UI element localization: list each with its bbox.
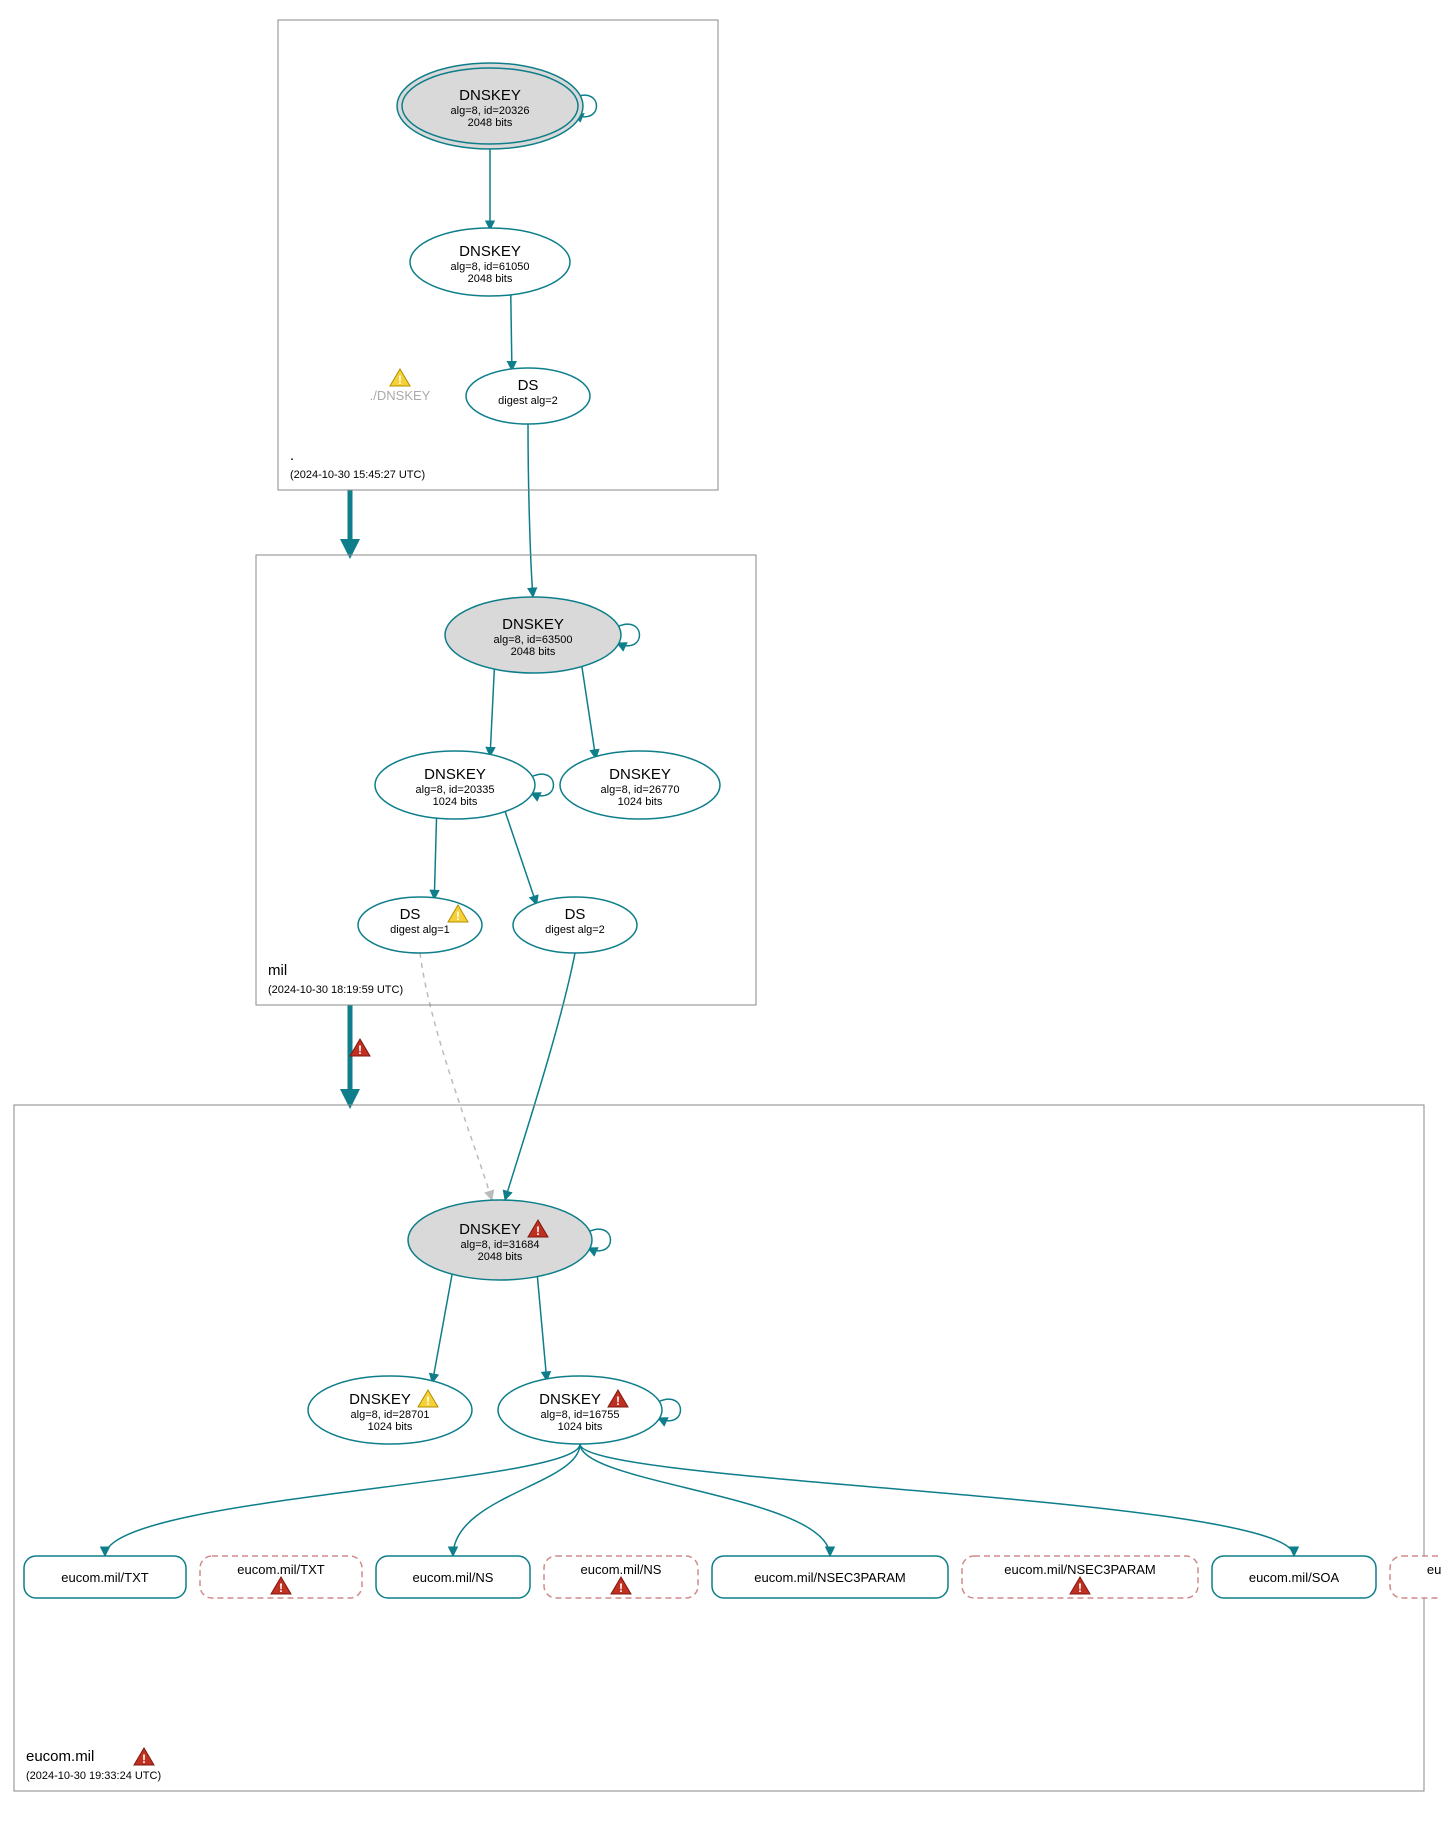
rrset-l3[interactable]: eucom.mil/NS (376, 1556, 530, 1598)
rrsig-edge (504, 810, 536, 905)
svg-text:alg=8, id=31684: alg=8, id=31684 (461, 1239, 540, 1251)
node-mil_zsk1[interactable]: DNSKEYalg=8, id=203351024 bits (375, 751, 554, 819)
svg-text:!: ! (456, 909, 460, 923)
node-mil_zsk2[interactable]: DNSKEYalg=8, id=267701024 bits (560, 751, 720, 819)
svg-text:alg=8, id=20326: alg=8, id=20326 (451, 105, 530, 117)
zone-eucom: eucom.mil (2024-10-30 19:33:24 UTC)! (14, 1105, 1424, 1791)
svg-text:1024 bits: 1024 bits (368, 1421, 413, 1433)
rrset-label: eucom.mil/SOA (1427, 1562, 1441, 1577)
svg-text:digest alg=2: digest alg=2 (498, 395, 558, 407)
rrsig-edge (511, 293, 512, 370)
svg-text:2048 bits: 2048 bits (511, 646, 556, 658)
edge (528, 424, 533, 597)
rrset-label: eucom.mil/NS (581, 1562, 662, 1577)
rrset-label: eucom.mil/NSEC3PARAM (754, 1570, 905, 1585)
svg-text:alg=8, id=28701: alg=8, id=28701 (351, 1409, 430, 1421)
unresolved-dnskey-label: !./DNSKEY (370, 369, 431, 403)
rrsig-edge (490, 667, 494, 756)
rrset-l4[interactable]: eucom.mil/NS! (544, 1556, 698, 1598)
svg-text:!: ! (616, 1394, 620, 1408)
svg-text:mil: mil (268, 962, 287, 979)
node-title: DNSKEY (459, 243, 521, 260)
node-root_ds[interactable]: DSdigest alg=2 (466, 368, 590, 424)
rrsig-edge (434, 816, 436, 899)
node-title: DNSKEY (349, 1391, 411, 1408)
node-eu_ksk[interactable]: DNSKEY!alg=8, id=316842048 bits (408, 1200, 611, 1280)
svg-text:alg=8, id=16755: alg=8, id=16755 (541, 1409, 620, 1421)
node-title: DNSKEY (424, 766, 486, 783)
rrsig-edge (537, 1274, 547, 1380)
error-icon: ! (350, 1039, 370, 1057)
node-mil_ds2[interactable]: DSdigest alg=2 (513, 897, 637, 953)
node-eu_zsk2[interactable]: DNSKEY!alg=8, id=167551024 bits (498, 1376, 681, 1444)
edge (505, 953, 575, 1200)
edge (420, 953, 492, 1200)
node-title: DS (565, 906, 586, 923)
node-root_ksk[interactable]: DNSKEYalg=8, id=203262048 bits (397, 63, 597, 149)
rrset-edge (580, 1444, 830, 1556)
svg-text:!: ! (426, 1394, 430, 1408)
edges-layer (105, 142, 1294, 1556)
node-title: DS (400, 906, 421, 923)
node-title: DNSKEY (459, 87, 521, 104)
svg-text:eucom.mil: eucom.mil (26, 1748, 94, 1765)
svg-text:2048 bits: 2048 bits (468, 273, 513, 285)
rrset-label: eucom.mil/TXT (237, 1562, 324, 1577)
svg-text:alg=8, id=20335: alg=8, id=20335 (416, 784, 495, 796)
node-title: DNSKEY (609, 766, 671, 783)
svg-text:!: ! (619, 1581, 623, 1595)
svg-text:alg=8, id=26770: alg=8, id=26770 (601, 784, 680, 796)
svg-text:alg=8, id=63500: alg=8, id=63500 (494, 634, 573, 646)
rrset-l1[interactable]: eucom.mil/TXT (24, 1556, 186, 1598)
rrset-l8[interactable]: eucom.mil/SOA! (1390, 1556, 1441, 1598)
node-title: DNSKEY (459, 1221, 521, 1238)
node-root_zsk[interactable]: DNSKEYalg=8, id=610502048 bits (410, 228, 570, 296)
svg-text:digest alg=2: digest alg=2 (545, 924, 605, 936)
rrsig-edge (582, 664, 596, 758)
svg-text:1024 bits: 1024 bits (618, 796, 663, 808)
svg-text:!: ! (358, 1043, 362, 1057)
node-mil_ds1[interactable]: DS! digest alg=1 (358, 897, 482, 953)
svg-text:(2024-10-30 19:33:24 UTC): (2024-10-30 19:33:24 UTC) (26, 1770, 161, 1782)
svg-text:!: ! (142, 1752, 146, 1766)
svg-text:!: ! (398, 373, 402, 387)
svg-text:!: ! (536, 1224, 540, 1238)
svg-text:1024 bits: 1024 bits (558, 1421, 603, 1433)
svg-text:digest alg=1: digest alg=1 (390, 924, 450, 936)
svg-text:.: . (290, 447, 294, 464)
rrset-label: eucom.mil/NSEC3PARAM (1004, 1562, 1155, 1577)
node-eu_zsk1[interactable]: DNSKEY!alg=8, id=287011024 bits (308, 1376, 472, 1444)
rrset-l6[interactable]: eucom.mil/NSEC3PARAM! (962, 1556, 1198, 1598)
rrsig-edge (432, 1272, 452, 1383)
rrset-label: eucom.mil/NS (413, 1570, 494, 1585)
svg-text:(2024-10-30 18:19:59 UTC): (2024-10-30 18:19:59 UTC) (268, 984, 403, 996)
svg-text:2048 bits: 2048 bits (478, 1251, 523, 1263)
svg-text:2048 bits: 2048 bits (468, 117, 513, 129)
svg-text:1024 bits: 1024 bits (433, 796, 478, 808)
rrset-edge (453, 1444, 580, 1556)
rrset-l5[interactable]: eucom.mil/NSEC3PARAM (712, 1556, 948, 1598)
rrset-l7[interactable]: eucom.mil/SOA (1212, 1556, 1376, 1598)
error-icon: ! (134, 1748, 154, 1766)
rrset-edge (105, 1444, 580, 1556)
rrset-label: eucom.mil/TXT (61, 1570, 148, 1585)
warning-icon: ! (390, 369, 410, 387)
svg-text:!: ! (1078, 1581, 1082, 1595)
svg-text:(2024-10-30 15:45:27 UTC): (2024-10-30 15:45:27 UTC) (290, 469, 425, 481)
svg-text:./DNSKEY: ./DNSKEY (370, 388, 431, 403)
rrset-l2[interactable]: eucom.mil/TXT! (200, 1556, 362, 1598)
node-mil_ksk[interactable]: DNSKEYalg=8, id=635002048 bits (445, 597, 640, 673)
node-title: DNSKEY (539, 1391, 601, 1408)
svg-text:alg=8, id=61050: alg=8, id=61050 (451, 261, 530, 273)
node-title: DS (518, 377, 539, 394)
svg-text:!: ! (279, 1581, 283, 1595)
rrset-label: eucom.mil/SOA (1249, 1570, 1340, 1585)
rrset-edge (580, 1444, 1294, 1556)
node-title: DNSKEY (502, 616, 564, 633)
